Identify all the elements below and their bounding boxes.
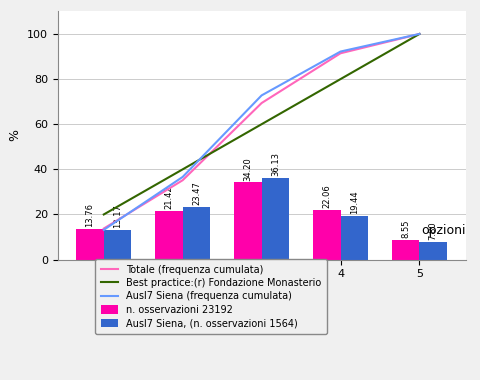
Y-axis label: %: % — [8, 130, 21, 141]
Bar — [392, 240, 420, 260]
Text: 13.76: 13.76 — [85, 203, 95, 227]
Text: 13.17: 13.17 — [113, 204, 122, 228]
Text: 8.55: 8.55 — [401, 220, 410, 239]
Bar — [340, 216, 368, 260]
Text: 19.44: 19.44 — [350, 190, 359, 214]
Bar — [262, 178, 289, 260]
Bar — [313, 210, 340, 260]
Text: 36.13: 36.13 — [271, 152, 280, 176]
Bar — [234, 182, 262, 260]
Text: 21.42: 21.42 — [164, 186, 173, 209]
Bar — [183, 207, 210, 260]
Bar — [420, 242, 447, 260]
Bar — [76, 228, 104, 260]
Text: 22.06: 22.06 — [322, 184, 331, 208]
Text: opzioni: opzioni — [421, 224, 466, 237]
Bar — [155, 211, 183, 260]
Text: 23.47: 23.47 — [192, 181, 201, 205]
Text: 34.20: 34.20 — [243, 157, 252, 180]
Legend: Totale (frequenza cumulata), Best practice:(r) Fondazione Monasterio, Ausl7 Sien: Totale (frequenza cumulata), Best practi… — [95, 259, 327, 334]
Bar — [104, 230, 132, 260]
Text: 7.80: 7.80 — [429, 222, 438, 240]
